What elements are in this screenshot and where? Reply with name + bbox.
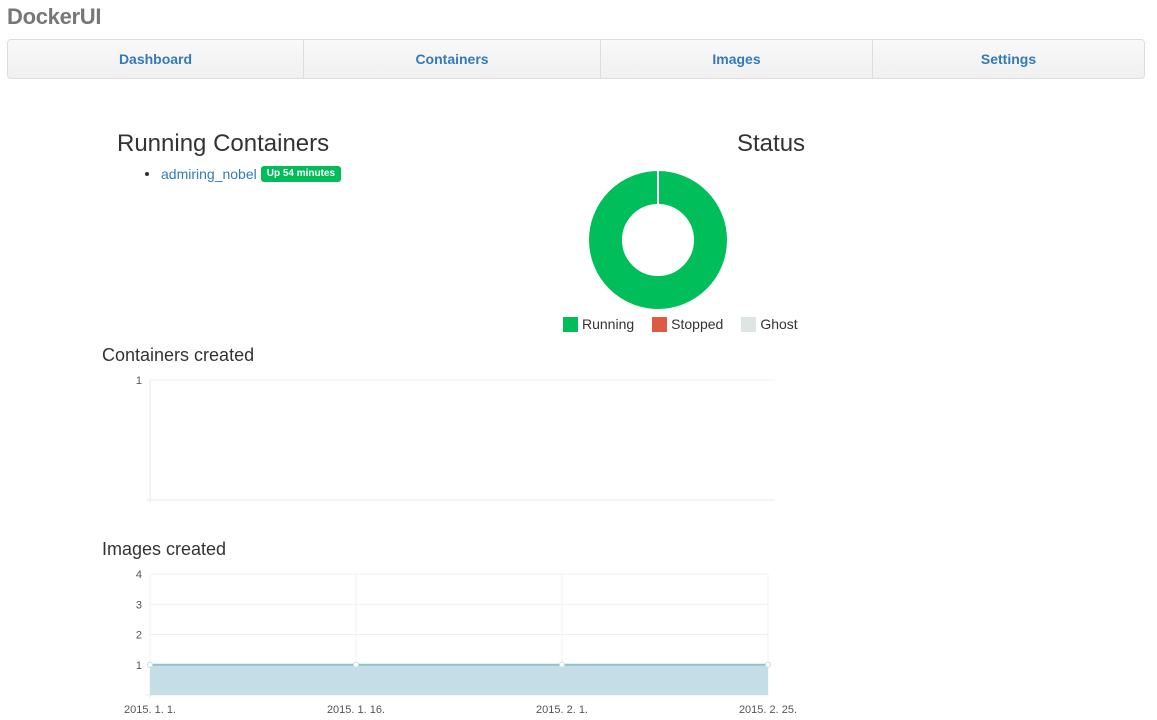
- legend-swatch-ghost: [741, 316, 757, 332]
- data-point: [765, 661, 771, 668]
- nav-containers[interactable]: Containers: [304, 40, 601, 78]
- x-tick-label: 2015. 2. 1.: [536, 704, 588, 714]
- containers-created-title: Containers created: [102, 345, 255, 365]
- bullet-icon: [145, 172, 149, 176]
- legend-swatch-stopped: [652, 316, 668, 332]
- nav-dashboard[interactable]: Dashboard: [8, 40, 304, 78]
- data-point: [147, 661, 153, 668]
- legend-item-running: Running: [563, 316, 634, 332]
- x-tick-label: 2015. 1. 16.: [327, 704, 385, 714]
- y-tick-label: 1: [136, 375, 142, 387]
- container-link[interactable]: admiring_nobel: [161, 166, 257, 182]
- running-containers-title: Running Containers: [117, 130, 330, 157]
- legend-item-stopped: Stopped: [652, 316, 723, 332]
- legend-label-ghost: Ghost: [760, 316, 798, 332]
- main-navbar: Dashboard Containers Images Settings: [7, 39, 1145, 79]
- app-brand[interactable]: DockerUI: [7, 4, 102, 29]
- donut-slice-running: [589, 171, 727, 309]
- images-created-chart: 1 2 3 4 2015. 1. 1. 2015. 1. 16. 2015. 2. 1. 20…: [124, 569, 797, 714]
- status-legend: Running Stopped Ghost: [563, 316, 816, 332]
- nav-settings[interactable]: Settings: [980, 51, 1037, 67]
- images-created-title: Images created: [102, 539, 227, 559]
- data-point: [353, 661, 359, 668]
- legend-label-stopped: Stopped: [671, 316, 724, 332]
- y-tick-label: 3: [136, 599, 142, 611]
- legend-item-ghost: Ghost: [741, 316, 798, 332]
- list-item: admiring_nobel Up 54 minutes: [139, 166, 342, 182]
- y-tick-label: 4: [136, 569, 142, 581]
- containers-created-chart: 1: [136, 375, 775, 503]
- legend-label-running: Running: [582, 316, 635, 332]
- status-donut-chart: [589, 171, 727, 309]
- y-tick-label: 1: [136, 660, 142, 672]
- status-badge: Up 54 minutes: [260, 166, 342, 182]
- x-tick-label: 2015. 2. 25.: [739, 704, 797, 714]
- running-containers-list: admiring_nobel Up 54 minutes: [139, 166, 342, 182]
- data-point: [559, 661, 565, 668]
- area-fill: [150, 664, 768, 695]
- nav-images[interactable]: Images: [601, 40, 873, 78]
- y-tick-label: 2: [136, 630, 142, 642]
- x-tick-label: 2015. 1. 1.: [124, 704, 176, 714]
- status-title: Status: [737, 130, 806, 157]
- legend-swatch-running: [563, 316, 578, 332]
